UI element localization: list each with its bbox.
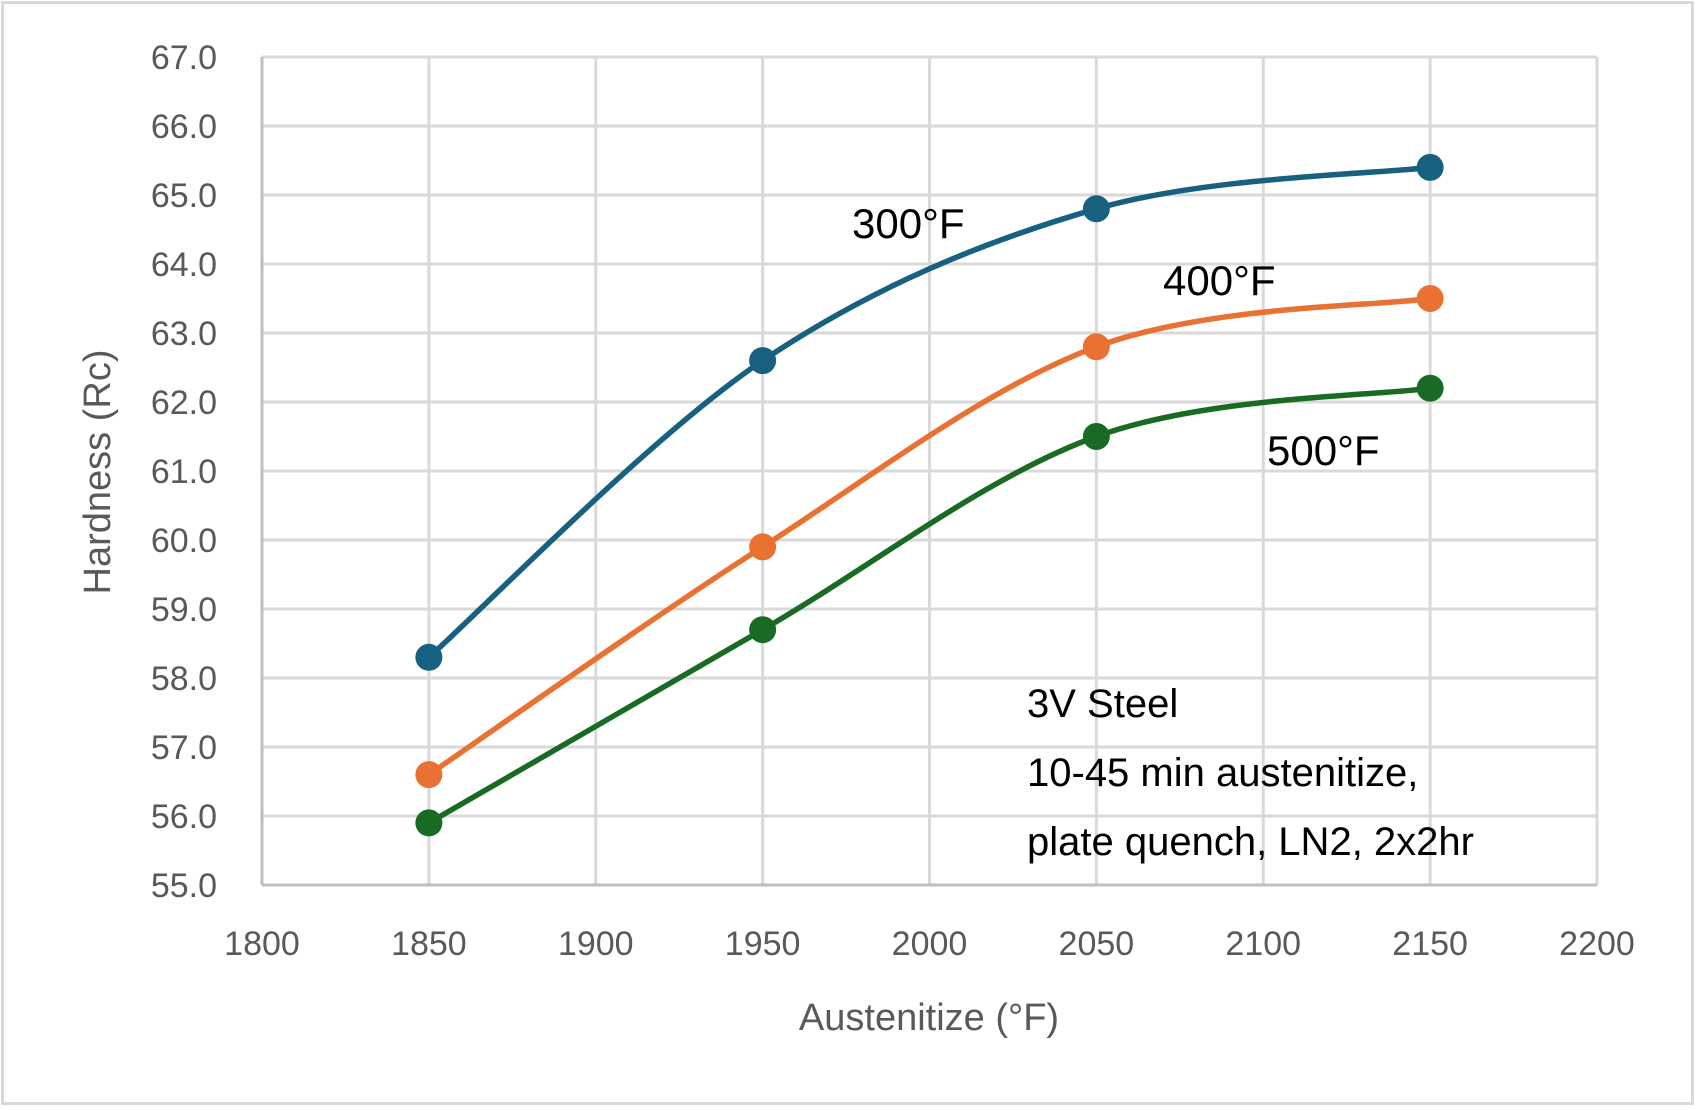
series-markers — [415, 153, 1444, 837]
x-tick-label: 2050 — [1059, 925, 1135, 963]
data-point-500f-2150 — [1416, 374, 1444, 402]
data-point-300f-1950 — [749, 347, 777, 375]
y-tick-label: 62.0 — [151, 384, 217, 422]
y-tick-label: 66.0 — [151, 108, 217, 146]
series-label-400f: 400°F — [1163, 257, 1276, 304]
y-tick-label: 58.0 — [151, 660, 217, 698]
data-point-500f-2050 — [1082, 423, 1110, 450]
x-tick-label: 1950 — [725, 925, 801, 963]
series-line-500f — [426, 385, 1433, 826]
x-tick-label: 1850 — [391, 925, 467, 963]
series-lines — [426, 164, 1433, 826]
series-label-500f: 500°F — [1267, 427, 1380, 474]
annotation-line-1: 3V Steel — [1027, 682, 1178, 726]
data-point-400f-2150 — [1416, 285, 1444, 312]
y-axis-title: Hardness (Rc) — [77, 350, 119, 595]
data-point-500f-1850 — [415, 809, 443, 837]
y-tick-label: 59.0 — [151, 591, 217, 629]
x-tick-labels: 1800 1850 1900 1950 2000 2050 2100 2150 2200 — [224, 925, 1635, 963]
axes — [260, 57, 1597, 887]
x-tick-label: 1800 — [224, 925, 300, 963]
data-point-400f-2050 — [1082, 333, 1110, 361]
y-tick-label: 64.0 — [151, 246, 217, 284]
x-tick-label: 2150 — [1392, 925, 1468, 963]
y-tick-label: 61.0 — [151, 453, 217, 491]
data-point-300f-1850 — [415, 643, 443, 671]
y-tick-labels: 55.0 56.0 57.0 58.0 59.0 60.0 61.0 62.0 63.0 64.0… — [151, 39, 217, 905]
data-point-300f-2150 — [1416, 153, 1444, 181]
y-tick-label: 56.0 — [151, 798, 217, 836]
annotation-line-3: plate quench, LN2, 2x2hr — [1027, 820, 1474, 864]
gridlines — [262, 55, 1599, 885]
y-tick-label: 55.0 — [151, 867, 217, 905]
data-point-500f-1950 — [749, 616, 777, 644]
y-tick-label: 67.0 — [151, 39, 217, 77]
x-tick-label: 2200 — [1559, 925, 1635, 963]
x-tick-label: 2100 — [1225, 925, 1301, 963]
series-line-300f — [426, 164, 1433, 661]
x-tick-label: 1900 — [558, 925, 634, 963]
y-tick-label: 57.0 — [151, 729, 217, 767]
y-tick-label: 65.0 — [151, 177, 217, 215]
data-point-400f-1950 — [749, 533, 777, 561]
y-tick-label: 60.0 — [151, 522, 217, 560]
x-axis-title: Austenitize (°F) — [799, 997, 1059, 1039]
data-point-300f-2050 — [1082, 195, 1110, 223]
y-tick-label: 63.0 — [151, 315, 217, 353]
series-line-400f — [426, 295, 1433, 778]
x-tick-label: 2000 — [892, 925, 968, 963]
data-point-400f-1850 — [415, 761, 443, 789]
annotation-line-2: 10-45 min austenitize, — [1027, 751, 1418, 795]
series-label-300f: 300°F — [852, 200, 965, 247]
